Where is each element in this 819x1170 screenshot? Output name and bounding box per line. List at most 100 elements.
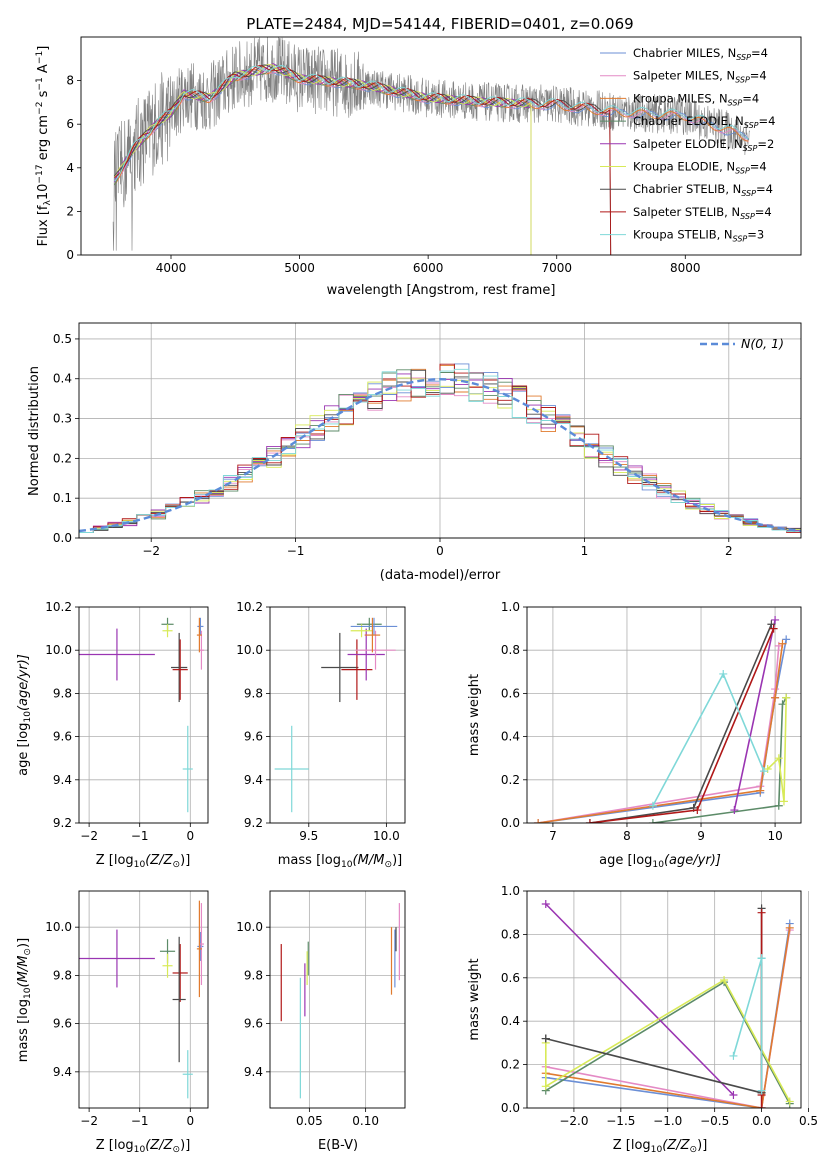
series-marker	[757, 1104, 766, 1108]
series-marker	[782, 635, 791, 644]
y-tick-label: 8	[66, 74, 74, 88]
errorbar-point	[172, 936, 186, 1063]
panel-age_vs_mass: 9.5 10.0 9.2 9.4 9.6 9.8 10.0 10.2 mass [log10(M…	[236, 600, 406, 870]
errorbar-point	[196, 617, 202, 653]
plot-area	[79, 363, 801, 538]
errorbar-point	[79, 628, 155, 681]
y-tick-label: 0.6	[501, 686, 520, 700]
errorbar-point	[79, 929, 155, 988]
series-line-salpeter-elodie	[545, 903, 734, 1096]
x-tick-label: −2.0	[559, 1114, 588, 1128]
errorbar-point	[182, 1050, 193, 1099]
panel-weight_vs_Z: −2.0 −1.5 −1.0 −0.5 0.0 0.5 0.0 0.2 0.4 0.6 0.8 1.0…	[467, 884, 818, 1155]
axes-frame	[526, 890, 802, 1109]
model-spectrum-salpeter-miles	[114, 68, 749, 182]
x-tick-label: 0	[436, 544, 444, 558]
y-tick-label: 9.4	[244, 1065, 263, 1079]
y-tick-label: 9.8	[53, 686, 72, 700]
y-tick-label: 9.8	[244, 686, 263, 700]
x-axis-label: wavelength [Angstrom, rest frame]	[327, 283, 556, 298]
plot-area	[79, 900, 204, 1099]
series-marker	[534, 819, 543, 823]
y-tick-label: 9.6	[244, 730, 263, 744]
legend-entry: Chabrier ELODIE, NSSP=4	[633, 114, 775, 130]
series-marker	[693, 806, 702, 815]
series-marker	[771, 693, 780, 702]
y-tick-label: 0.5	[53, 332, 72, 346]
data-spectrum	[112, 37, 750, 251]
series-marker	[720, 975, 729, 984]
y-tick-label: 9.2	[244, 816, 263, 830]
legend-entry: Kroupa STELIB, NSSP=3	[633, 228, 764, 244]
x-tick-label: 0	[186, 829, 194, 843]
panel-spectrum: 4000 5000 6000 7000 8000 0 2 4 6 8 Chabrier MILES,…	[35, 36, 802, 298]
y-tick-label: 6	[66, 117, 74, 131]
errorbar-point	[182, 725, 193, 813]
series-marker	[785, 1097, 794, 1106]
x-tick-label: 9	[697, 829, 705, 843]
errorbar-point	[197, 617, 204, 636]
y-tick-label: 10.0	[45, 920, 72, 934]
series-marker	[757, 954, 766, 963]
plot-area	[280, 903, 400, 1099]
panel-age_vs_Z: −2 −1 0 9.2 9.4 9.6 9.8 10.0 10.2 Z [log10(Z/Z⊙)]…	[16, 600, 209, 870]
series-marker	[759, 767, 768, 776]
legend: Chabrier MILES, NSSP=4 Salpeter MILES, NS…	[600, 46, 775, 244]
figure-title: PLATE=2484, MJD=54144, FIBERID=0401, z=0…	[246, 15, 633, 33]
series-line-kroupa-stelib	[732, 958, 763, 1091]
legend-entry: Kroupa ELODIE, NSSP=4	[633, 160, 767, 176]
y-tick-label: 0.0	[53, 531, 72, 545]
panel-mass_vs_EBV: 0.05 0.10 9.4 9.6 9.8 10.0 E(B-V)	[236, 890, 406, 1153]
y-tick-label: 0.0	[501, 1101, 520, 1115]
series-marker	[756, 786, 765, 795]
series-marker	[729, 1051, 738, 1060]
x-tick-label: 0.5	[799, 1114, 818, 1128]
y-tick-label: 9.6	[244, 1017, 263, 1031]
y-tick-label: 1.0	[501, 884, 520, 898]
errorbar-point	[171, 632, 188, 703]
x-tick-label: 1	[581, 544, 589, 558]
y-tick-label: 0.3	[53, 412, 72, 426]
y-tick-label: 10.0	[236, 643, 263, 657]
x-axis-label: Z [log10(Z/Z⊙)]	[96, 853, 191, 870]
x-axis-label: (data-model)/error	[380, 568, 501, 583]
model-spectrum-kroupa-stelib	[114, 65, 749, 182]
x-tick-label: −2	[142, 544, 160, 558]
series-marker	[782, 693, 791, 702]
axes-frame	[80, 36, 802, 256]
series-line-kroupa-miles	[545, 927, 791, 1108]
y-axis-label: mass weight	[467, 958, 482, 1040]
normal-curve	[79, 377, 801, 533]
series-marker	[730, 806, 739, 815]
y-axis-label: Normed distribution	[27, 366, 42, 496]
series-marker	[757, 1086, 766, 1095]
legend-entry: Kroupa MILES, NSSP=4	[633, 91, 759, 107]
x-tick-label: 10	[767, 829, 782, 843]
x-tick-label: 8	[623, 829, 631, 843]
y-tick-label: 0.2	[53, 451, 72, 465]
series-marker	[648, 801, 657, 810]
x-axis-label: age [log10(age/yr)]	[599, 853, 721, 870]
series-marker	[774, 754, 783, 763]
y-tick-label: 9.6	[53, 730, 72, 744]
y-tick-label: 0.8	[501, 927, 520, 941]
y-axis-label: mass weight	[467, 674, 482, 756]
y-tick-label: 1.0	[501, 600, 520, 614]
series-marker	[541, 900, 550, 909]
x-axis-label: Z [log10(Z/Z⊙)]	[613, 1138, 708, 1155]
errorbar-point	[196, 900, 202, 998]
plot-area	[79, 617, 204, 813]
series-marker	[779, 797, 788, 806]
y-tick-label: 0.2	[501, 1058, 520, 1072]
x-tick-label: −1	[131, 829, 149, 843]
plot-area	[112, 37, 750, 255]
errorbar-point	[172, 639, 188, 700]
y-tick-label: 9.8	[244, 968, 263, 982]
errorbar-point	[197, 931, 204, 961]
y-tick-label: 0.6	[501, 971, 520, 985]
y-tick-label: 9.4	[244, 773, 263, 787]
legend-entry: N(0, 1)	[741, 336, 784, 351]
legend-entry: Salpeter MILES, NSSP=4	[633, 69, 767, 85]
x-tick-label: 6000	[413, 261, 444, 275]
x-tick-label: 0	[186, 1114, 194, 1128]
